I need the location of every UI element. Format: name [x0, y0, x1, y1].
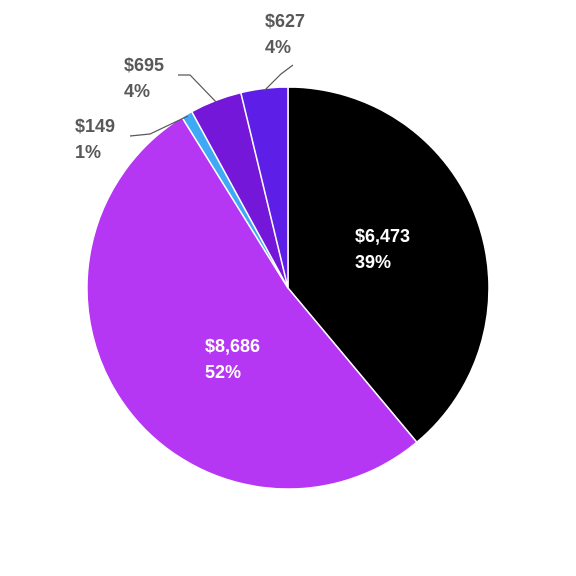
percent-label: 52%: [205, 362, 241, 382]
pie-slice: [287, 86, 490, 444]
pie-slice: [86, 116, 418, 490]
percent-label: 4%: [124, 81, 150, 101]
data-label: $695: [124, 55, 164, 75]
data-label: $8,686: [205, 336, 260, 356]
data-label: $149: [75, 116, 115, 136]
percent-label: 39%: [355, 252, 391, 272]
leader-line: [129, 115, 189, 137]
data-label: $6,473: [355, 226, 410, 246]
data-label: $627: [265, 11, 305, 31]
percent-label: 1%: [75, 142, 101, 162]
leader-line: [264, 64, 294, 91]
pie-slice: [239, 86, 289, 289]
percent-label: 4%: [265, 37, 291, 57]
leader-line: [178, 74, 217, 103]
